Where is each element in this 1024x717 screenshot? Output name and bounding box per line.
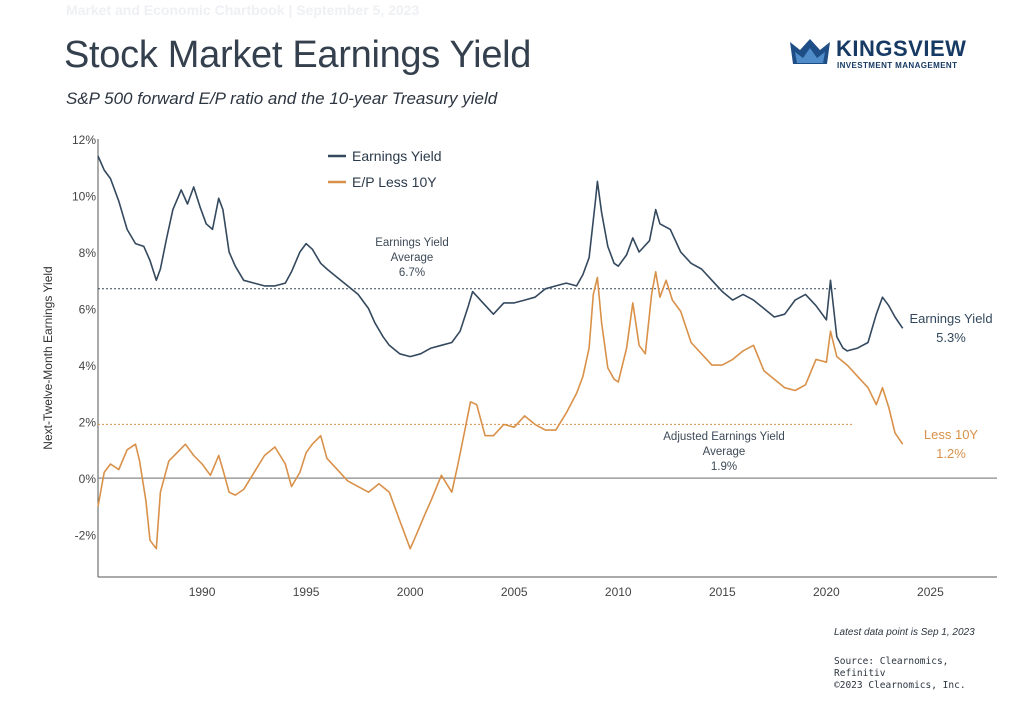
legend-label: E/P Less 10Y [352,174,437,190]
legend-label: Earnings Yield [352,148,442,164]
y-tick-label: 2% [79,416,97,430]
source-line-1: Source: Clearnomics, [834,656,949,667]
latest-data-note: Latest data point is Sep 1, 2023 [834,627,975,638]
y-tick-label: -2% [75,529,97,543]
series-line-ep-less-10y [97,271,904,550]
x-tick-label: 1990 [189,585,216,599]
page-title: Stock Market Earnings Yield [64,34,532,76]
page-subtitle: S&P 500 forward E/P ratio and the 10-yea… [66,89,498,108]
crown-icon [790,39,830,64]
source-note: Source: Clearnomics, Refinitiv ©2023 Cle… [834,656,984,692]
reference-label: Adjusted Earnings Yield [663,431,784,443]
reference-label: Earnings Yield [375,237,449,249]
reference-label: 6.7% [399,267,425,279]
report-header: Market and Economic Chartbook | Septembe… [66,2,420,18]
kingsview-logo: KINGSVIEW INVESTMENT MANAGEMENT [789,36,989,80]
series-end-value: 5.3% [936,330,966,345]
reference-label: Average [391,252,434,264]
x-tick-label: 2025 [917,585,944,599]
series-end-value: 1.2% [936,446,966,461]
series-line-earnings-yield [97,155,904,358]
logo-name: KINGSVIEW [836,36,967,61]
source-line-2: Refinitiv [834,668,886,679]
reference-label: Average [703,446,746,458]
x-tick-label: 2010 [605,585,632,599]
series-end-label: Earnings Yield [909,311,992,326]
x-tick-label: 2020 [813,585,840,599]
x-tick-label: 2005 [501,585,528,599]
y-tick-label: 0% [79,472,97,486]
y-tick-label: 4% [79,359,97,373]
reference-label: 1.9% [711,461,737,473]
y-tick-label: 6% [79,303,97,317]
y-tick-label: 8% [79,246,97,260]
logo-tagline: INVESTMENT MANAGEMENT [837,61,958,70]
y-tick-label: 12% [72,133,96,147]
x-tick-label: 1995 [293,585,320,599]
series-end-label: Less 10Y [924,427,979,442]
copyright-line: ©2023 Clearnomics, Inc. [834,680,966,691]
y-axis-title: Next-Twelve-Month Earnings Yield [41,266,55,449]
x-tick-label: 2000 [397,585,424,599]
x-tick-label: 2015 [709,585,736,599]
y-tick-label: 10% [72,190,96,204]
